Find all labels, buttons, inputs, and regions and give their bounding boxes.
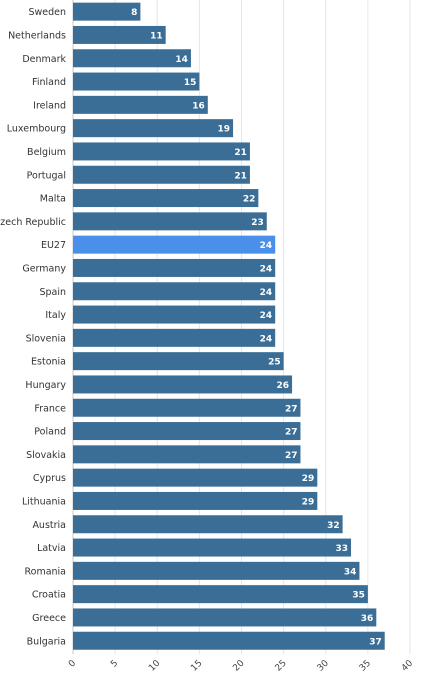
bar <box>73 95 208 114</box>
value-label: 37 <box>369 637 382 647</box>
value-label: 26 <box>277 381 290 391</box>
value-label: 24 <box>260 241 273 251</box>
bars: Sweden 8 Netherlands 11 Denmark 14 Finland 15 Ir… <box>0 2 385 650</box>
x-tick-label: 40 <box>400 658 415 673</box>
value-label: 34 <box>344 567 357 577</box>
category-label: Cyprus <box>33 473 66 484</box>
category-label: Malta <box>40 194 66 205</box>
bar <box>73 165 250 184</box>
category-label: Hungary <box>25 380 66 391</box>
bar <box>73 561 360 580</box>
category-label: Belgium <box>27 147 66 158</box>
category-label: Luxembourg <box>7 124 66 135</box>
category-label: Croatia <box>32 590 66 601</box>
category-label: Bulgaria <box>27 636 66 647</box>
x-tick-label: 5 <box>109 658 120 669</box>
category-label: Romania <box>24 566 66 577</box>
value-label: 36 <box>361 614 374 624</box>
value-label: 22 <box>243 195 256 205</box>
bar <box>73 352 284 371</box>
bar <box>73 375 293 394</box>
category-label: Austria <box>32 520 66 531</box>
bar <box>73 468 318 487</box>
value-label: 25 <box>268 358 281 368</box>
bar <box>73 445 301 464</box>
bar <box>73 585 368 604</box>
value-label: 8 <box>131 8 137 18</box>
category-label: Slovenia <box>26 333 66 344</box>
category-label: Italy <box>45 310 66 321</box>
bar <box>73 608 377 627</box>
x-axis: 0 5 10 15 20 25 30 35 40 <box>67 658 415 673</box>
bar <box>73 631 385 650</box>
value-label: 15 <box>184 78 197 88</box>
x-tick-label: 0 <box>67 658 78 669</box>
x-tick-label: 30 <box>316 658 331 673</box>
category-label: Sweden <box>28 7 66 18</box>
category-label: Lithuania <box>22 496 66 507</box>
x-tick-label: 10 <box>147 658 162 673</box>
bar <box>73 515 343 534</box>
category-label: Spain <box>39 287 66 298</box>
value-label: 21 <box>234 148 247 158</box>
bar <box>73 305 276 324</box>
category-label: EU27 <box>41 240 66 251</box>
value-label: 24 <box>260 311 273 321</box>
category-label: Czech Republic <box>0 217 66 228</box>
category-label: Estonia <box>31 357 66 368</box>
category-label: Greece <box>32 613 66 624</box>
value-label: 29 <box>302 474 315 484</box>
x-tick-label: 15 <box>189 658 204 673</box>
bar <box>73 235 276 254</box>
value-label: 29 <box>302 497 315 507</box>
bar <box>73 398 301 417</box>
category-label: Poland <box>34 427 66 438</box>
category-label: France <box>34 403 66 414</box>
x-tick-label: 25 <box>274 658 289 673</box>
bar <box>73 491 318 510</box>
value-label: 14 <box>175 55 188 65</box>
bar <box>73 258 276 277</box>
value-label: 23 <box>251 218 264 228</box>
category-label: Finland <box>32 77 66 88</box>
bar <box>73 212 267 231</box>
value-label: 21 <box>234 171 247 181</box>
category-label: Netherlands <box>8 30 66 41</box>
bar <box>73 538 352 557</box>
bar <box>73 2 141 21</box>
category-label: Denmark <box>22 54 66 65</box>
bar <box>73 328 276 347</box>
bar <box>73 282 276 301</box>
value-label: 27 <box>285 404 298 414</box>
category-label: Portugal <box>27 170 66 181</box>
value-label: 32 <box>327 521 340 531</box>
bar <box>73 49 191 68</box>
bar <box>73 189 259 208</box>
value-label: 24 <box>260 334 273 344</box>
value-label: 11 <box>150 31 163 41</box>
value-label: 27 <box>285 428 298 438</box>
bar <box>73 422 301 441</box>
value-label: 27 <box>285 451 298 461</box>
bar <box>73 119 234 138</box>
bar <box>73 25 166 44</box>
x-tick-label: 20 <box>231 658 246 673</box>
category-label: Germany <box>22 263 66 274</box>
value-label: 24 <box>260 264 273 274</box>
category-label: Slovakia <box>26 450 66 461</box>
category-label: Ireland <box>33 100 66 111</box>
value-label: 24 <box>260 288 273 298</box>
category-label: Latvia <box>37 543 66 554</box>
x-tick-label: 35 <box>358 658 373 673</box>
value-label: 33 <box>335 544 348 554</box>
bar <box>73 142 250 161</box>
bar <box>73 72 200 91</box>
value-label: 16 <box>192 101 205 111</box>
value-label: 35 <box>352 591 365 601</box>
value-label: 19 <box>218 125 231 135</box>
